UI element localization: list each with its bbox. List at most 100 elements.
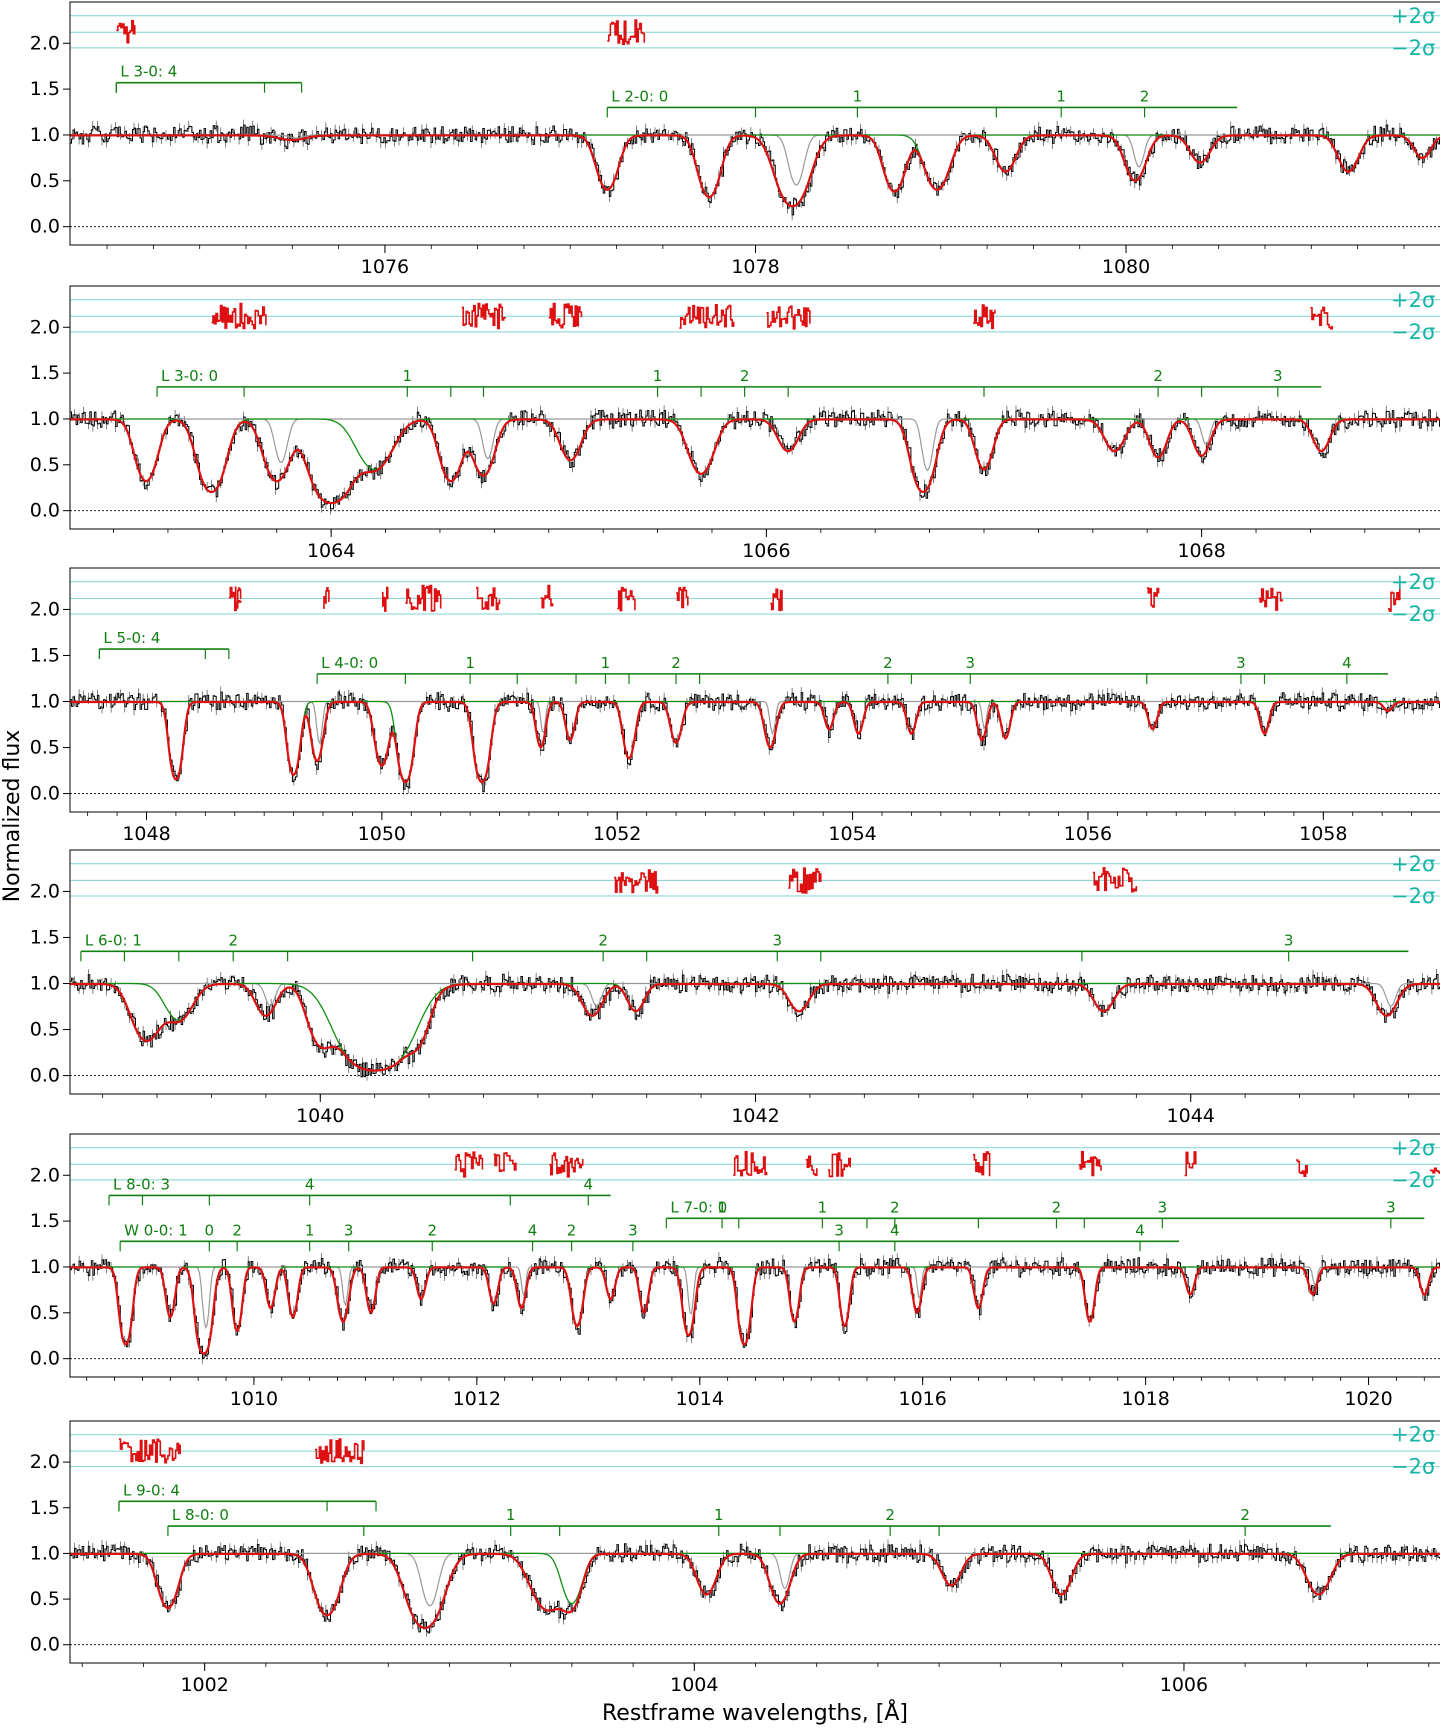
plot-area: L 9-0: 4 L 8-0: 0 1 1 2 2 (70, 1434, 1440, 1646)
line-id-tick-label: 3 (1236, 654, 1246, 672)
line-id-tick-label: 2 (232, 1221, 242, 1239)
sigma-minus-label: −2σ (1391, 36, 1435, 60)
line-id-tick-label: 4 (890, 1221, 900, 1239)
line-id-tick-label: 1 (506, 1506, 516, 1524)
line-id-tick-label: 0 (205, 1221, 215, 1239)
line-id-tick-label: 4 (1135, 1221, 1145, 1239)
data-spectrum (70, 1257, 1440, 1359)
plot-area: L 5-0: 4 L 4-0: 0 1 1 2 2 3 3 4 (70, 581, 1440, 795)
component-model (70, 700, 1440, 784)
panel-2: L 3-0: 0 1 1 2 2 3 0.0 0.5 1.0 1.5 2.0 1064 1066 1068… (30, 285, 1440, 562)
residual-segment (323, 587, 330, 609)
line-id-tick-label: 1 (403, 367, 413, 385)
line-id-label: W 0-0: 1 (124, 1221, 187, 1239)
y-tick-label: 0.5 (30, 737, 60, 759)
residual-segment (614, 869, 659, 894)
residual-segment (1429, 1167, 1440, 1174)
residual-segment (973, 304, 996, 330)
error-bars (70, 1252, 1437, 1364)
plot-area: L 6-0: 1 2 2 3 3 (70, 863, 1440, 1081)
y-tick-label: 1.0 (30, 973, 60, 995)
x-tick-label: 1020 (1344, 1388, 1392, 1410)
y-tick-label: 0.0 (30, 216, 60, 238)
line-id-label: L 8-0: 0 (172, 1506, 229, 1524)
line-id-tick-label: 2 (740, 367, 750, 385)
residual-segment (828, 1152, 851, 1178)
residual-segment (211, 302, 267, 330)
line-id-group: L 8-0: 3 4 4 (108, 1175, 611, 1206)
data-spectrum (70, 973, 1440, 1078)
plot-area: L 3-0: 0 1 1 2 2 3 (70, 299, 1440, 515)
x-tick-label: 1006 (1160, 1674, 1208, 1696)
line-id-tick-label: 3 (834, 1221, 844, 1239)
line-id-tick-label: 4 (528, 1221, 538, 1239)
line-id-tick-label: 1 (717, 1198, 727, 1216)
residual-segment (454, 1151, 484, 1178)
line-id-tick-label: 2 (671, 654, 681, 672)
total-model (70, 1266, 1440, 1355)
x-tick-label: 1014 (676, 1388, 724, 1410)
sigma-minus-label: −2σ (1391, 884, 1435, 908)
line-id-label: L 5-0: 4 (103, 629, 160, 647)
residual-segment (461, 302, 506, 330)
y-tick-label: 0.5 (30, 1019, 60, 1041)
y-tick-label: 1.0 (30, 1256, 60, 1278)
continuum-model (70, 418, 1440, 472)
line-id-label: L 3-0: 0 (161, 367, 218, 385)
x-tick-label: 1076 (361, 256, 409, 278)
panel-frame (69, 285, 1440, 530)
line-id-tick-label: 3 (344, 1221, 354, 1239)
total-model (70, 1552, 1440, 1630)
panel-3: L 5-0: 4 L 4-0: 0 1 1 2 2 3 3 4 0.0 0.5 1.0 1.5 2.0 10… (30, 567, 1440, 845)
residual-segment (1310, 306, 1333, 330)
panel-frame (69, 849, 1440, 1095)
line-id-group: L 4-0: 0 1 1 2 2 3 3 4 (316, 654, 1389, 684)
x-tick-label: 1078 (731, 256, 779, 278)
y-tick-label: 0.5 (30, 170, 60, 192)
y-tick-label: 0.5 (30, 454, 60, 476)
y-tick-label: 0.0 (30, 1065, 60, 1087)
line-id-tick-label: 1 (601, 654, 611, 672)
residual-segment (676, 586, 689, 609)
line-id-label: L 2-0: 0 (611, 87, 668, 105)
plot-area: L 3-0: 4 L 2-0: 0 1 1 2 (70, 15, 1440, 228)
line-id-tick-label: 3 (1273, 367, 1283, 385)
x-tick-label: 1058 (1299, 823, 1347, 845)
line-id-tick-label: 2 (1052, 1198, 1062, 1216)
sigma-minus-label: −2σ (1391, 1455, 1435, 1479)
line-id-tick-label: 1 (1056, 87, 1066, 105)
panel-frame (69, 1420, 1440, 1664)
sigma-minus-label: −2σ (1391, 320, 1435, 344)
y-tick-label: 1.5 (30, 78, 60, 100)
x-tick-label: 1002 (180, 1674, 228, 1696)
line-id-group: L 2-0: 0 1 1 2 (606, 87, 1238, 118)
panel-frame (69, 567, 1440, 813)
y-axis-label: Normalized flux (0, 730, 25, 903)
y-tick-label: 0.0 (30, 500, 60, 522)
line-id-group: L 8-0: 0 1 1 2 2 (167, 1506, 1331, 1537)
panel-6: L 9-0: 4 L 8-0: 0 1 1 2 2 0.0 0.5 1.0 1.5 2.0 1002 1… (30, 1420, 1440, 1696)
residual-segment (228, 586, 242, 612)
line-id-label: L 9-0: 4 (123, 1481, 180, 1499)
y-tick-label: 2.0 (30, 316, 60, 338)
data-spectrum (70, 409, 1440, 510)
total-model (70, 134, 1440, 208)
line-id-tick-label: 3 (1284, 931, 1294, 949)
x-tick-label: 1050 (358, 823, 406, 845)
total-model (70, 418, 1440, 505)
line-id-tick-label: 1 (853, 87, 863, 105)
residual-segment (607, 19, 646, 45)
sigma-minus-label: −2σ (1391, 1168, 1435, 1192)
line-id-label: L 6-0: 1 (85, 931, 142, 949)
panel-1: L 3-0: 4 L 2-0: 0 1 1 2 0.0 0.5 1.0 1.5 2.0 1076 10… (30, 1, 1440, 278)
residual-segment (1078, 1150, 1102, 1177)
panel-frame (69, 1, 1440, 246)
sigma-plus-label: +2σ (1391, 4, 1435, 28)
x-tick-label: 1066 (742, 540, 790, 562)
sigma-minus-label: −2σ (1391, 602, 1435, 626)
x-tick-label: 1068 (1177, 540, 1225, 562)
residual-segment (805, 1155, 818, 1177)
x-tick-label: 1054 (828, 823, 876, 845)
x-tick-label: 1056 (1064, 823, 1112, 845)
